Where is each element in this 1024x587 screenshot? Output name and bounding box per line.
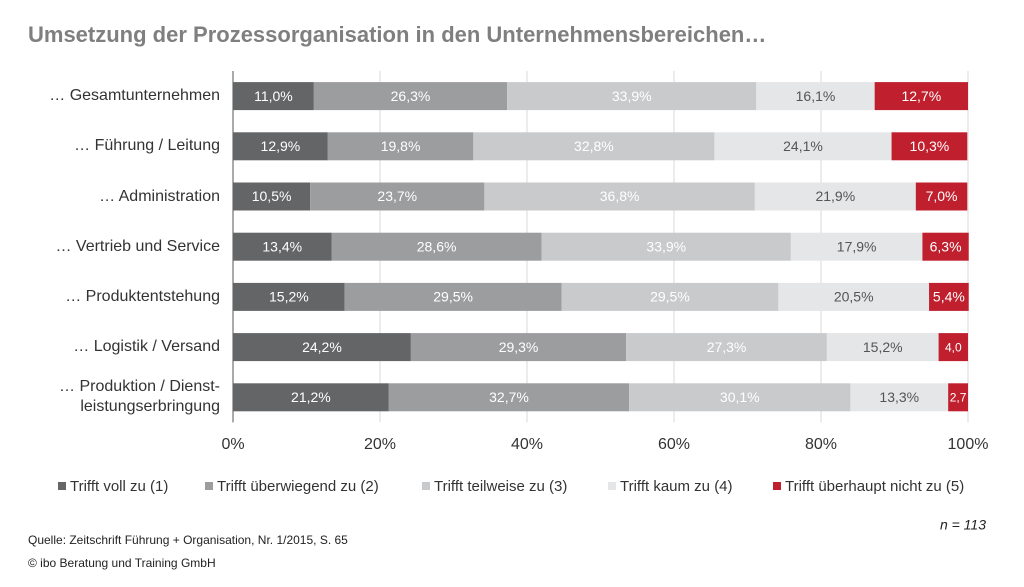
bar-segment	[507, 82, 757, 111]
bar-segment	[826, 333, 939, 362]
bar-segment	[790, 232, 923, 261]
bar-segment	[778, 282, 930, 311]
bar-segment	[541, 232, 791, 261]
bar-segment	[233, 132, 328, 161]
value-label: 13,4%	[262, 238, 302, 254]
bar-segment	[629, 383, 851, 412]
legend-swatch	[58, 482, 66, 490]
value-label: 36,8%	[600, 188, 640, 204]
bar-segment	[929, 282, 969, 311]
bar-segment	[484, 182, 755, 211]
bar-segment	[233, 383, 389, 412]
bar-segment	[310, 182, 485, 211]
legend-swatch	[608, 482, 616, 490]
category-label: … Vertrieb und Service	[55, 237, 220, 255]
category-label: … Führung / Leitung	[74, 137, 220, 155]
value-label: 13,3%	[879, 389, 919, 405]
bar-segment	[233, 82, 314, 111]
value-label: 29,3%	[499, 339, 539, 355]
bar-segment	[327, 132, 474, 161]
x-tick-label: 40%	[511, 436, 543, 453]
bar-segment	[874, 82, 968, 111]
bar-segment	[410, 333, 627, 362]
legend-swatch	[205, 482, 213, 490]
value-label: 5,4%	[933, 289, 965, 305]
value-label: 15,2%	[863, 339, 903, 355]
bar-segment	[388, 383, 630, 412]
x-tick-label: 0%	[221, 436, 244, 453]
value-label: 21,2%	[291, 389, 331, 405]
value-label: 11,0%	[254, 88, 293, 104]
bar-segment	[938, 333, 968, 362]
copyright: © ibo Beratung und Training GmbH	[28, 556, 216, 570]
value-label: 2,7	[950, 390, 967, 404]
legend-label: Trifft überhaupt nicht zu (5)	[785, 478, 964, 495]
value-label: 26,3%	[391, 88, 431, 104]
category-label: … Produktentstehung	[65, 287, 220, 305]
x-tick-label: 80%	[805, 436, 837, 453]
value-label: 33,9%	[646, 238, 686, 254]
x-tick-label: 100%	[948, 436, 989, 453]
x-tick-label: 20%	[364, 436, 396, 453]
bar-segment	[344, 282, 562, 311]
bar-segment	[626, 333, 827, 362]
value-label: 29,5%	[433, 289, 473, 305]
bar-segment	[754, 182, 916, 211]
bar-segment	[561, 282, 779, 311]
value-label: 17,9%	[837, 238, 877, 254]
source: Quelle: Zeitschrift Führung + Organisati…	[28, 533, 348, 547]
category-label: … Administration	[99, 187, 220, 205]
value-label: 32,8%	[574, 138, 614, 154]
category-label: … Gesamtunternehmen	[49, 87, 220, 105]
legend-label: Trifft kaum zu (4)	[620, 478, 733, 495]
value-label: 28,6%	[417, 238, 457, 254]
legend-label: Trifft teilweise zu (3)	[434, 478, 567, 495]
legend-label: Trifft voll zu (1)	[70, 478, 168, 495]
legend-swatch	[422, 482, 430, 490]
value-label: 16,1%	[796, 88, 836, 104]
value-label: 30,1%	[720, 389, 760, 405]
value-label: 6,3%	[930, 238, 962, 254]
bar-segment	[233, 232, 332, 261]
value-label: 10,3%	[910, 138, 950, 154]
bar-segment	[233, 182, 311, 211]
value-label: 20,5%	[834, 289, 874, 305]
value-label: 33,9%	[612, 88, 652, 104]
value-label: 7,0%	[926, 188, 958, 204]
value-label: 15,2%	[269, 289, 309, 305]
legend-label: Trifft überwiegend zu (2)	[217, 478, 379, 495]
value-label: 27,3%	[707, 339, 747, 355]
value-label: 24,2%	[302, 339, 342, 355]
bar-segment	[850, 383, 949, 412]
bar-segment	[714, 132, 892, 161]
bar-segment	[233, 333, 411, 362]
value-label: 12,7%	[901, 88, 941, 104]
value-label: 24,1%	[783, 138, 823, 154]
legend-swatch	[773, 482, 781, 490]
chart-title: Umsetzung der Prozessorganisation in den…	[28, 22, 766, 47]
value-label: 21,9%	[815, 188, 855, 204]
bar-segment	[915, 182, 968, 211]
category-label: … Logistik / Versand	[73, 338, 220, 356]
value-label: 12,9%	[261, 138, 301, 154]
value-label: 32,7%	[489, 389, 529, 405]
bar-segment	[233, 282, 345, 311]
bar-segment	[331, 232, 542, 261]
bar-segment	[473, 132, 715, 161]
value-label: 29,5%	[650, 289, 690, 305]
value-label: 4,0	[945, 340, 962, 354]
bar-segment	[891, 132, 968, 161]
x-tick-label: 60%	[658, 436, 690, 453]
category-label: … Produktion / Dienst- leistungserbringu…	[59, 378, 220, 416]
note: n = 113	[940, 517, 986, 533]
bar-segment	[922, 232, 969, 261]
bar-segment	[313, 82, 508, 111]
bar-segment	[756, 82, 875, 111]
value-label: 19,8%	[381, 138, 421, 154]
value-label: 23,7%	[377, 188, 417, 204]
value-label: 10,5%	[252, 188, 292, 204]
bar-segment	[948, 383, 968, 412]
